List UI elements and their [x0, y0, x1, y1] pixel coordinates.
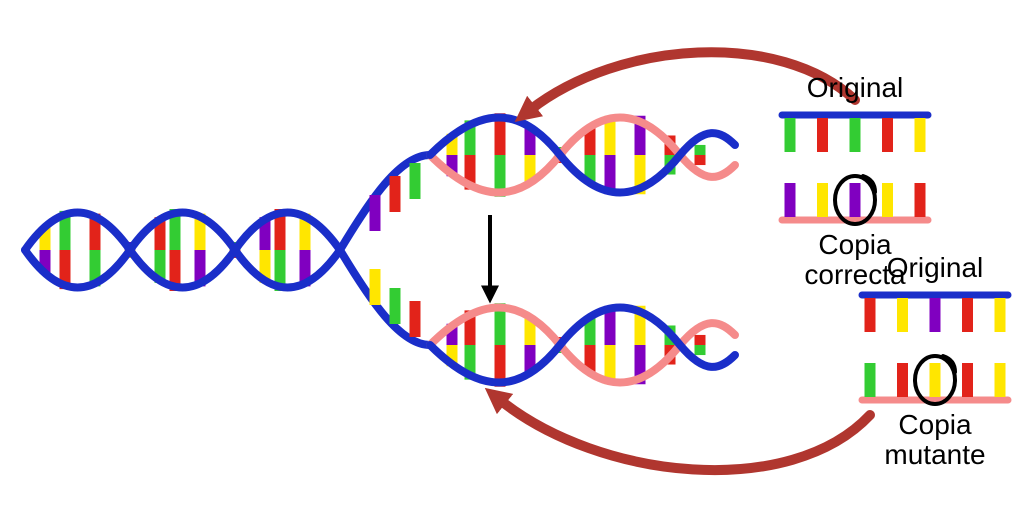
- label-copia-mutante-1: Copia: [898, 409, 972, 440]
- parent-strand-1: [25, 213, 340, 288]
- dna-diagram: OriginalCopiacorrectaOriginalCopiamutant…: [0, 0, 1024, 529]
- parent-strand-2: [25, 213, 340, 288]
- label-original-correct: Original: [807, 72, 903, 103]
- arrow-mutant-icon: [500, 400, 870, 470]
- label-copia-correcta-1: Copia: [818, 229, 892, 260]
- label-original-mutant: Original: [887, 252, 983, 283]
- label-copia-mutante-2: mutante: [884, 439, 985, 470]
